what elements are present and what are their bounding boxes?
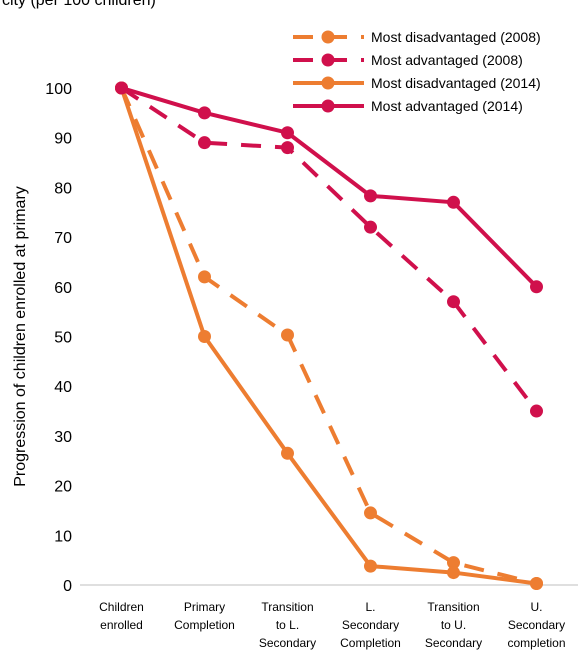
legend-item: Most disadvantaged (2008): [293, 29, 541, 45]
data-point: [198, 106, 211, 120]
data-point: [198, 136, 211, 150]
data-point: [115, 81, 128, 95]
y-tick-label: 50: [54, 330, 72, 347]
legend-label: Most advantaged (2008): [371, 52, 523, 68]
x-tick-label: Primary Completion: [174, 600, 235, 632]
x-tick-label: Transition to U. Secondary: [425, 600, 482, 650]
legend-label: Most advantaged (2014): [371, 98, 523, 114]
y-tick-label: 0: [63, 578, 72, 595]
chart-legend: Most disadvantaged (2008) Most advantaged…: [293, 29, 541, 114]
series-line: [120, 86, 538, 289]
series-layer: [115, 81, 543, 591]
legend-swatch-marker: [321, 76, 335, 90]
legend-item: Most advantaged (2008): [293, 52, 523, 68]
y-tick-label: 90: [54, 131, 72, 148]
series-group: [115, 81, 543, 294]
data-point: [364, 559, 377, 573]
y-axis-label: Progression of children enrolled at prim…: [12, 186, 29, 487]
data-point: [364, 506, 377, 520]
y-tick-label: 20: [54, 479, 72, 496]
series-line: [120, 86, 539, 413]
data-point: [364, 189, 377, 203]
data-point: [530, 280, 543, 294]
legend-item: Most advantaged (2014): [293, 98, 523, 114]
y-tick-label: 100: [45, 81, 72, 98]
data-point: [198, 270, 211, 284]
data-point: [447, 295, 460, 309]
legend-label: Most disadvantaged (2014): [371, 75, 541, 91]
legend-item: Most disadvantaged (2014): [293, 75, 541, 91]
legend-swatch-marker: [321, 99, 335, 113]
y-tick-label: 10: [54, 528, 72, 545]
series-group: [115, 81, 543, 418]
data-point: [447, 556, 460, 570]
data-point: [530, 404, 543, 418]
y-tick-label: 70: [54, 230, 72, 247]
data-point: [364, 220, 377, 234]
x-tick-label: L. Secondary Completion: [340, 600, 401, 650]
chart-title-fragment: city (per 100 children): [2, 0, 156, 9]
x-tick-label: U. Secondary completion: [507, 600, 565, 650]
legend-swatch-marker: [321, 53, 335, 67]
y-tick-label: 30: [54, 429, 72, 446]
chart-axes: 0 10 20 30 40 50 60 70 80 90 100 Children enrolled Pr…: [12, 81, 578, 650]
y-tick-label: 60: [54, 280, 72, 297]
data-point: [281, 141, 294, 155]
y-tick-label: 80: [54, 180, 72, 197]
data-point: [198, 330, 211, 343]
series-line: [119, 87, 537, 586]
series-line: [119, 87, 537, 586]
data-point: [281, 446, 294, 460]
series-group: [115, 81, 543, 591]
data-point: [447, 195, 460, 209]
x-tick-label: Children enrolled: [99, 600, 144, 632]
legend-label: Most disadvantaged (2008): [371, 29, 541, 45]
data-point: [281, 126, 294, 140]
data-point: [447, 566, 460, 580]
data-point: [530, 577, 543, 591]
x-tick-label: Transition to L. Secondary: [259, 600, 316, 650]
legend-swatch-marker: [321, 30, 335, 44]
data-point: [281, 328, 294, 342]
y-tick-label: 40: [54, 379, 72, 396]
